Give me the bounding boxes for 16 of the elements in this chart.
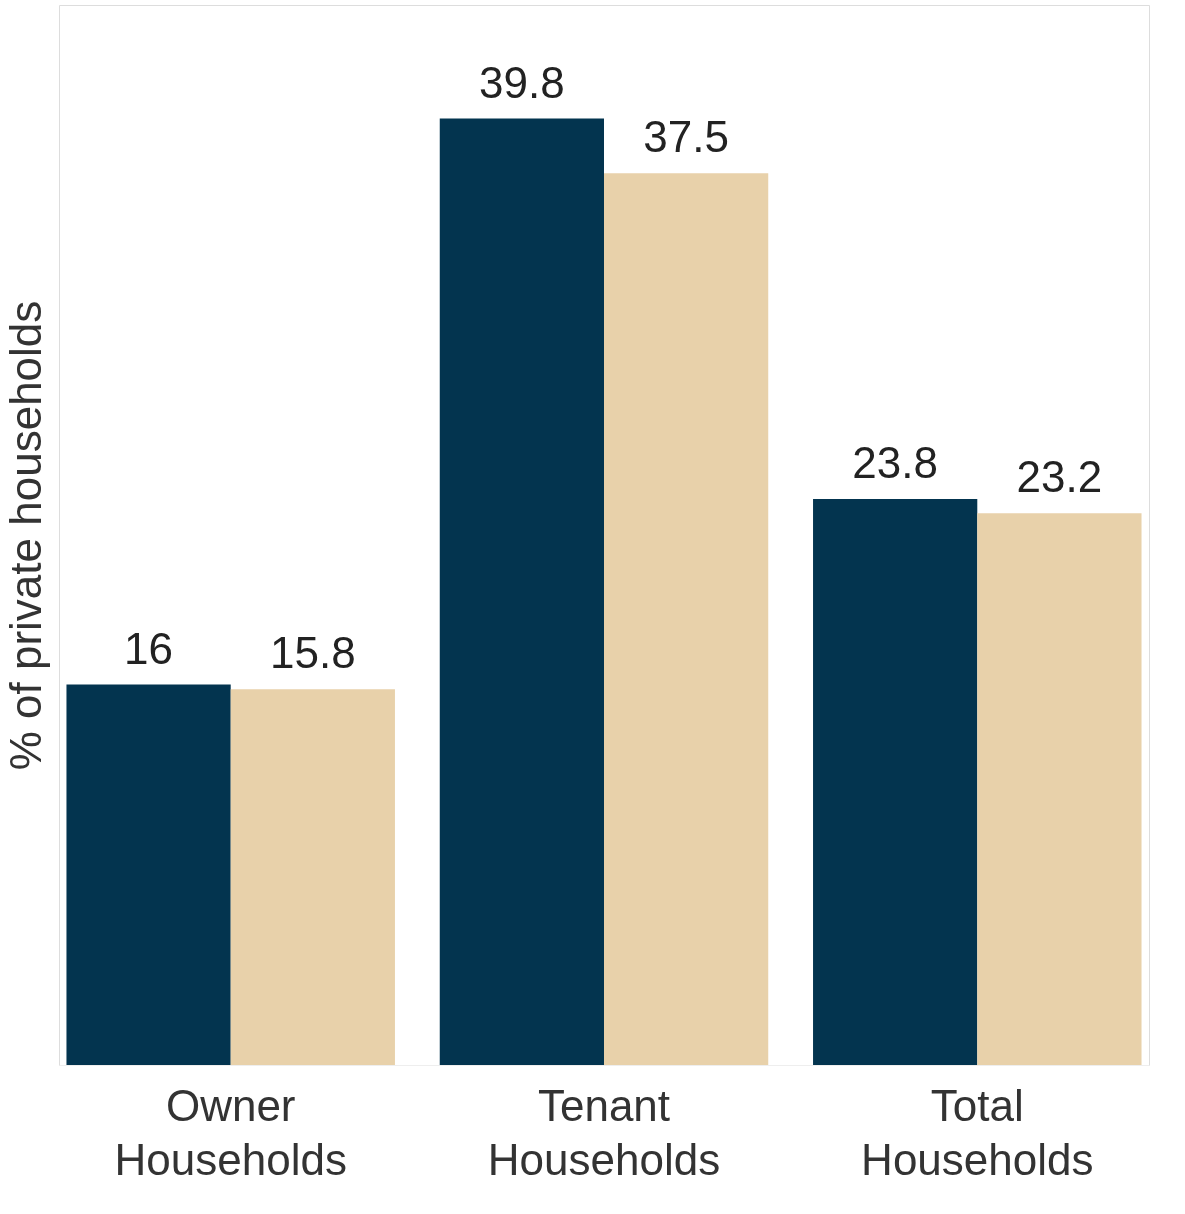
data-label: 15.8 <box>270 628 356 678</box>
x-tick-label: Owner Households <box>114 1080 347 1184</box>
bar <box>977 513 1142 1065</box>
data-label: 39.8 <box>479 57 565 107</box>
data-label: 23.2 <box>1016 452 1103 502</box>
bar <box>439 118 604 1065</box>
bar <box>230 689 395 1065</box>
bar <box>813 499 978 1065</box>
bar <box>66 684 231 1065</box>
x-tick-label: Tenant Households <box>487 1080 721 1184</box>
data-label: 23.8 <box>852 438 938 488</box>
data-label: 37.5 <box>643 112 729 162</box>
y-axis-title: % of private households <box>0 300 50 771</box>
x-tick-label: Total Households <box>861 1080 1094 1184</box>
bar <box>604 173 769 1065</box>
data-label: 16 <box>124 623 174 673</box>
